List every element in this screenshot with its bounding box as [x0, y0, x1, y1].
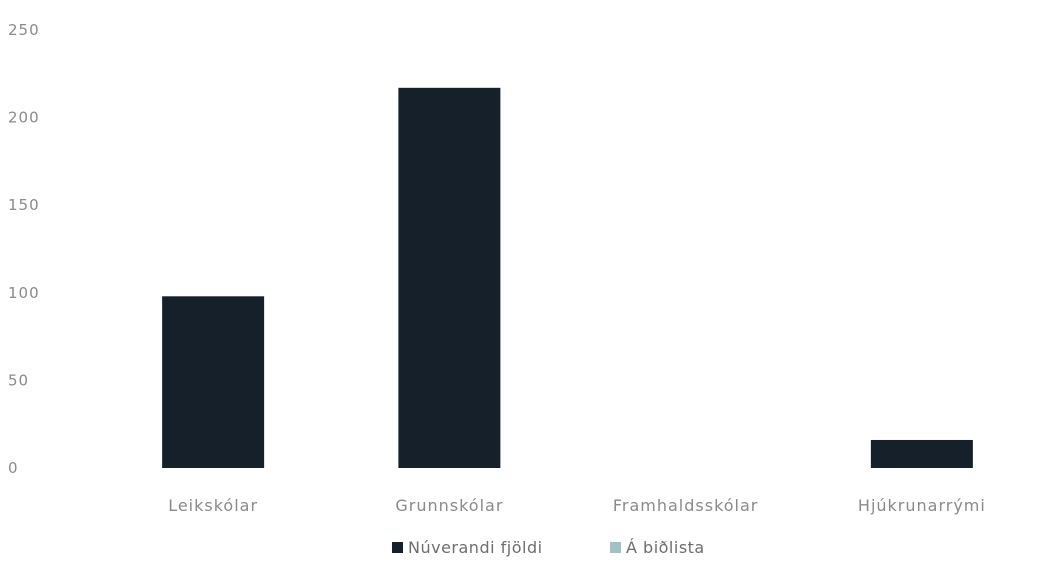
bar-current: [870, 439, 973, 468]
legend-swatch: [610, 542, 621, 553]
bars-group: [162, 87, 973, 468]
bar-current: [162, 296, 265, 468]
legend-swatch: [392, 542, 403, 553]
y-tick-label: 50: [8, 371, 29, 389]
y-axis-ticks: 0 50 100 150 200 250: [8, 21, 40, 477]
y-tick-label: 100: [8, 284, 40, 302]
x-tick-label: Leikskólar: [168, 496, 258, 515]
x-tick-label: Framhaldsskólar: [613, 496, 759, 515]
y-tick-label: 150: [8, 196, 40, 214]
y-tick-label: 250: [8, 21, 40, 39]
legend-label: Á biðlista: [626, 538, 705, 557]
y-tick-label: 200: [8, 109, 40, 127]
x-tick-label: Grunnskólar: [395, 496, 503, 515]
x-tick-label: Hjúkrunarrými: [858, 496, 986, 515]
legend: Núverandi fjöldi Á biðlista: [392, 538, 705, 557]
y-tick-label: 0: [8, 459, 19, 477]
x-axis-labels: Leikskólar Grunnskólar Framhaldsskólar Hjúk…: [168, 496, 986, 515]
legend-label: Núverandi fjöldi: [408, 538, 543, 557]
bar-current: [398, 87, 501, 468]
